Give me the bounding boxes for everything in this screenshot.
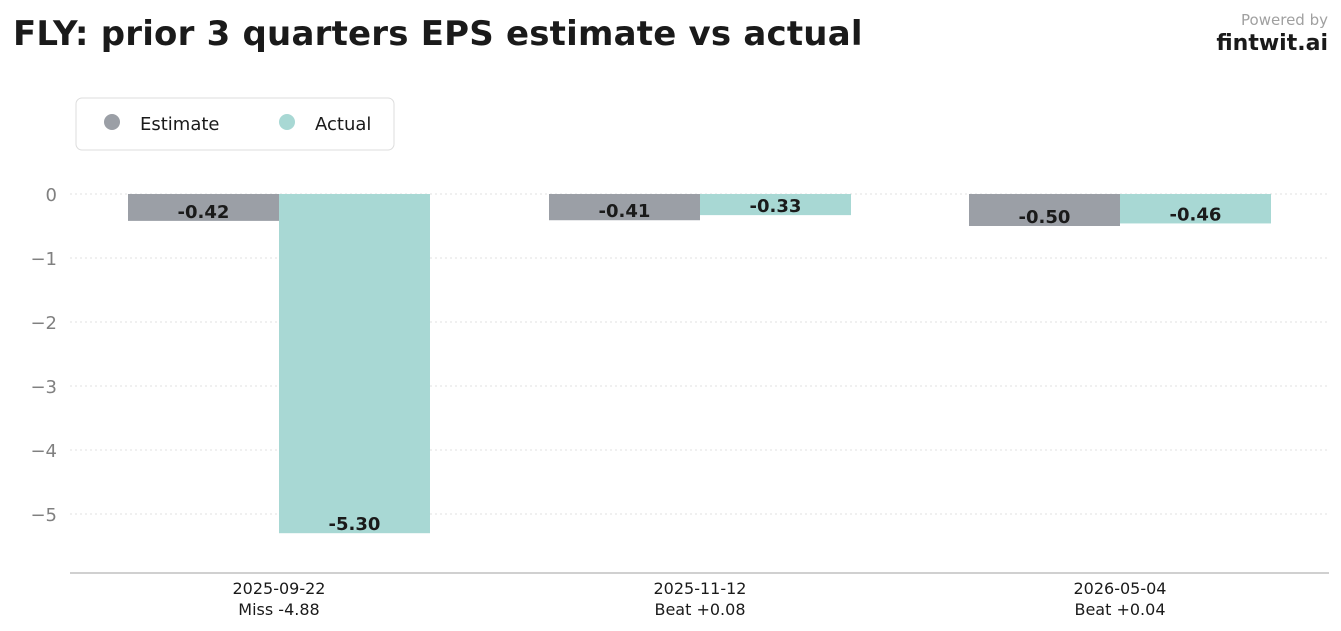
x-tick-sublabel: Beat +0.08 bbox=[654, 600, 745, 619]
y-tick-label: −2 bbox=[30, 313, 57, 334]
data-label-actual: -0.33 bbox=[750, 196, 802, 217]
data-label-estimate: -0.50 bbox=[1019, 207, 1071, 228]
data-label-actual: -5.30 bbox=[329, 514, 381, 535]
legend-swatch-estimate bbox=[104, 114, 120, 130]
data-labels: -0.42 -5.30 -0.41 -0.33 -0.50 -0.46 bbox=[178, 196, 1222, 535]
powered-by-label: Powered by bbox=[1241, 11, 1328, 29]
legend-frame bbox=[75, 97, 395, 151]
bar-estimate bbox=[128, 194, 279, 221]
x-tick-label: 2025-11-12 bbox=[654, 579, 747, 598]
bar-actual bbox=[700, 194, 851, 216]
y-tick-label: −4 bbox=[30, 441, 57, 462]
brand-name: fintwit.ai bbox=[1216, 31, 1328, 56]
powered-by-block: Powered by fintwit.ai bbox=[1216, 11, 1328, 56]
x-axis-labels: 2025-09-22 Miss -4.88 2025-11-12 Beat +0.08… bbox=[233, 579, 1167, 619]
y-axis-ticks: 0 −1 −2 −3 −4 −5 bbox=[30, 185, 57, 526]
bar-actual bbox=[1120, 194, 1271, 224]
legend-label-estimate: Estimate bbox=[140, 114, 220, 135]
legend-label-actual: Actual bbox=[315, 114, 371, 135]
y-tick-label: −5 bbox=[30, 505, 57, 526]
x-tick-sublabel: Beat +0.04 bbox=[1074, 600, 1165, 619]
data-label-actual: -0.46 bbox=[1170, 204, 1222, 225]
x-tick-sublabel: Miss -4.88 bbox=[238, 600, 319, 619]
y-tick-label: −1 bbox=[30, 249, 57, 270]
bars bbox=[128, 194, 1271, 534]
data-label-estimate: -0.41 bbox=[599, 201, 651, 222]
bar-estimate bbox=[969, 194, 1120, 226]
grid-lines bbox=[70, 193, 1329, 515]
chart-title: FLY: prior 3 quarters EPS estimate vs ac… bbox=[13, 14, 863, 54]
legend-swatch-actual bbox=[279, 114, 295, 130]
bar-estimate bbox=[549, 194, 700, 221]
y-tick-label: 0 bbox=[46, 185, 57, 206]
x-tick-label: 2025-09-22 bbox=[233, 579, 326, 598]
bar-actual bbox=[279, 194, 430, 534]
y-tick-label: −3 bbox=[30, 377, 57, 398]
legend: Estimate Actual bbox=[75, 97, 395, 151]
data-label-estimate: -0.42 bbox=[178, 202, 230, 223]
x-tick-label: 2026-05-04 bbox=[1074, 579, 1167, 598]
